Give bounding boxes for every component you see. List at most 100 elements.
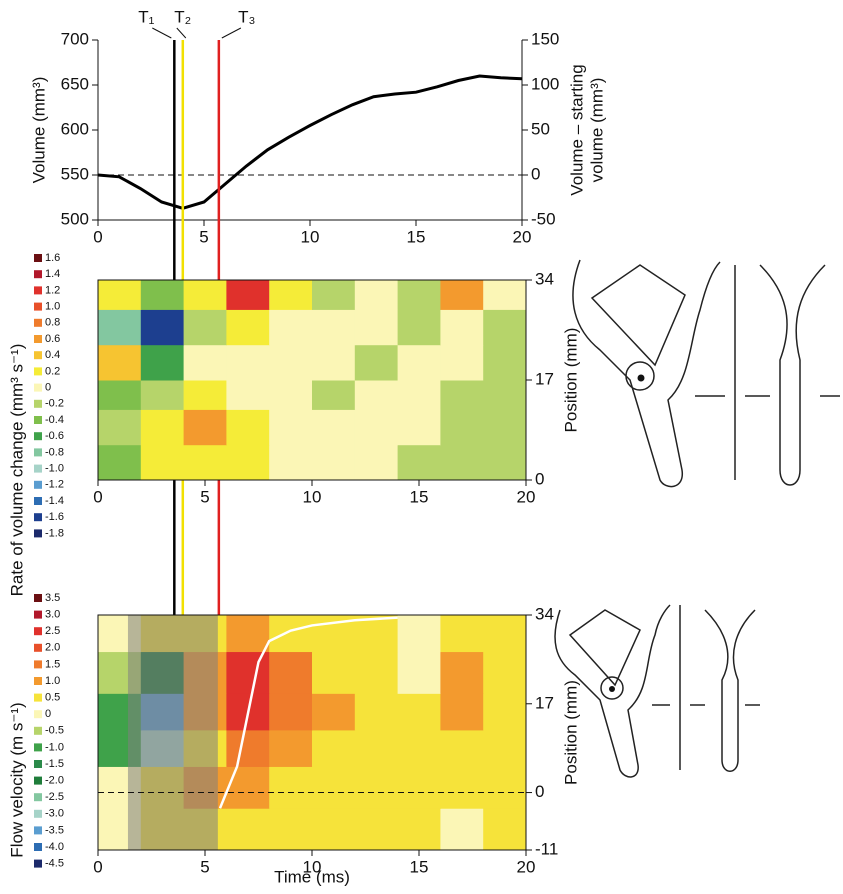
heat-cell [269,380,312,410]
colorbar-swatch [34,826,42,834]
heat-cell [141,309,184,345]
colorbar-label: 0.8 [45,317,60,329]
colorbar-label: -1.6 [45,511,64,523]
colorbar-label: -1.0 [45,463,64,475]
heat-cell [269,409,312,445]
heat-cell [398,615,441,652]
heat-cell [98,445,141,481]
colorbar-swatch [34,727,42,735]
heat-cell [226,730,269,767]
heat-cell [398,693,441,730]
y2-tick-label: -50 [531,209,556,228]
colorbar-swatch [34,286,42,294]
colorbar-swatch [34,660,42,668]
axis-label: Rate of volume change (mm³ s⁻¹) [7,344,26,597]
heat-cell [440,693,483,730]
colorbar-label: 1.4 [45,268,60,280]
axis-label: Position (mm) [561,328,580,433]
colorbar-swatch [34,513,42,521]
heat-cell [440,345,483,381]
heat-cell [226,409,269,445]
axis-label: Position (mm) [561,680,580,785]
colorbar-label: -3.5 [45,824,64,836]
y2-tick-label: 150 [531,29,559,48]
x-tick-label: 10 [301,227,320,246]
heat-cell [312,380,355,410]
heat-cell [184,380,227,410]
heat-cell [398,280,441,310]
x-tick-label: 20 [517,487,536,506]
heat-cell [312,808,355,850]
axis-label: Volume – starting [567,64,586,195]
heat-cell [398,380,441,410]
heat-cell [398,445,441,481]
volume-line [98,76,522,208]
x-tick-label: 5 [200,857,209,876]
heat-cell [184,345,227,381]
colorbar-label: 2.0 [45,642,60,654]
colorbar-label: -1.8 [45,527,64,539]
heat-cell [355,280,398,310]
colorbar-label: 0.5 [45,692,60,704]
y2-tick-label: 34 [535,269,554,288]
colorbar-swatch [34,384,42,392]
y2-tick-label: 50 [531,119,550,138]
heat-cell [269,808,312,850]
colorbar-label: -4.0 [45,841,64,853]
colorbar-swatch [34,743,42,751]
heat-cell [141,445,184,481]
colorbar-swatch [34,843,42,851]
colorbar-label: 1.6 [45,252,60,264]
colorbar-label: -0.5 [45,725,64,737]
heat-cell [269,693,312,730]
heat-cell [483,766,526,808]
heat-cell [184,445,227,481]
heat-cell [440,730,483,767]
heat-cell [98,309,141,345]
colorbar-label: 1.2 [45,284,60,296]
y2-tick-label: 17 [535,693,554,712]
x-tick-label: 15 [407,227,426,246]
heat-cell [355,730,398,767]
heat-cell [312,345,355,381]
colorbar-label: -4.5 [45,858,64,870]
colorbar-swatch [34,677,42,685]
colorbar-swatch [34,710,42,718]
colorbar-label: -1.4 [45,495,64,507]
colorbar-swatch [34,760,42,768]
colorbar-label: 3.0 [45,609,60,621]
heat-cell [483,280,526,310]
time-marker-label: T₃ [238,7,255,26]
heat-cell [355,808,398,850]
y2-tick-label: 34 [535,604,554,623]
heat-cell [269,309,312,345]
heat-cell [312,730,355,767]
heat-cell [269,445,312,481]
heat-cell [483,652,526,694]
colorbar-label: -0.4 [45,414,64,426]
colorbar-label: 0.2 [45,365,60,377]
heat-cell [269,766,312,808]
heat-cell [312,309,355,345]
y2-tick-label: 17 [535,369,554,388]
heat-cell [355,409,398,445]
x-tick-label: 5 [199,227,208,246]
heat-cell [355,652,398,694]
colorbar-swatch [34,270,42,278]
y2-tick-label: 0 [535,469,544,488]
colorbar-swatch [34,860,42,868]
x-tick-label: 5 [200,487,209,506]
heat-cell [269,730,312,767]
heat-cell [312,409,355,445]
heat-cell [141,380,184,410]
colorbar-swatch [34,254,42,262]
time-marker-arrow [152,28,171,38]
colorbar-label: -1.5 [45,758,64,770]
time-marker-label: T₁ [138,7,154,26]
colorbar-label: -0.6 [45,430,64,442]
colorbar-swatch [34,529,42,537]
heat-cell [483,693,526,730]
colorbar-swatch [34,594,42,602]
heat-cell [440,409,483,445]
colorbar-label: 1.5 [45,658,60,670]
